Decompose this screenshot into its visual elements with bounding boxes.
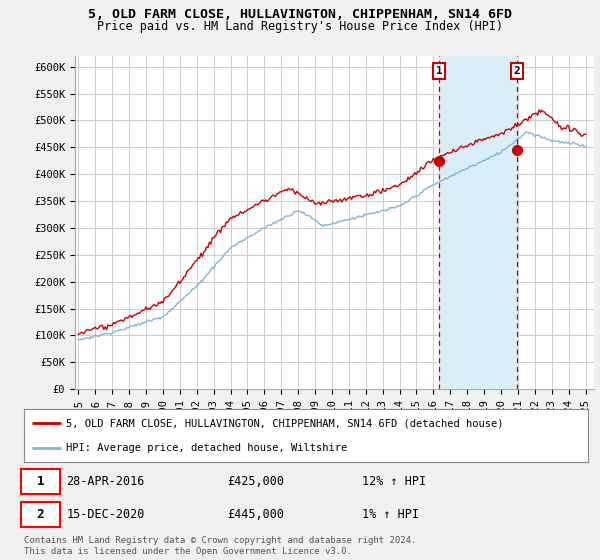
- Text: 5, OLD FARM CLOSE, HULLAVINGTON, CHIPPENHAM, SN14 6FD: 5, OLD FARM CLOSE, HULLAVINGTON, CHIPPEN…: [88, 8, 512, 21]
- Text: £425,000: £425,000: [227, 475, 284, 488]
- Text: Price paid vs. HM Land Registry's House Price Index (HPI): Price paid vs. HM Land Registry's House …: [97, 20, 503, 33]
- Text: 1: 1: [436, 66, 442, 76]
- Text: £445,000: £445,000: [227, 508, 284, 521]
- Text: 2: 2: [37, 508, 44, 521]
- Text: 28-APR-2016: 28-APR-2016: [66, 475, 145, 488]
- Text: 1: 1: [37, 475, 44, 488]
- FancyBboxPatch shape: [21, 469, 59, 494]
- Text: HPI: Average price, detached house, Wiltshire: HPI: Average price, detached house, Wilt…: [66, 442, 347, 452]
- FancyBboxPatch shape: [21, 502, 59, 528]
- Text: Contains HM Land Registry data © Crown copyright and database right 2024.
This d: Contains HM Land Registry data © Crown c…: [24, 536, 416, 556]
- Text: 2: 2: [514, 66, 521, 76]
- Text: 5, OLD FARM CLOSE, HULLAVINGTON, CHIPPENHAM, SN14 6FD (detached house): 5, OLD FARM CLOSE, HULLAVINGTON, CHIPPEN…: [66, 418, 504, 428]
- Text: 1% ↑ HPI: 1% ↑ HPI: [362, 508, 419, 521]
- Text: 15-DEC-2020: 15-DEC-2020: [66, 508, 145, 521]
- Text: 12% ↑ HPI: 12% ↑ HPI: [362, 475, 427, 488]
- Bar: [439, 56, 517, 389]
